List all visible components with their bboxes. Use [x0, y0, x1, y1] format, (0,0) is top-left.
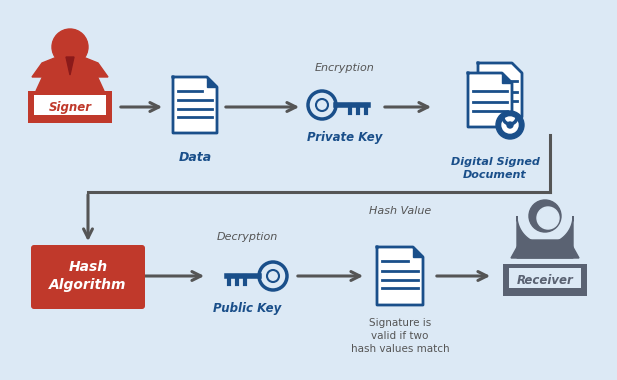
Text: Hash
Algorithm: Hash Algorithm — [49, 260, 126, 292]
Circle shape — [507, 122, 513, 128]
Circle shape — [52, 29, 88, 65]
Text: Private Key: Private Key — [307, 131, 383, 144]
Circle shape — [529, 200, 561, 232]
Circle shape — [267, 270, 279, 282]
Circle shape — [316, 99, 328, 111]
Polygon shape — [32, 55, 108, 77]
Text: Receiver: Receiver — [516, 274, 573, 287]
Polygon shape — [36, 65, 104, 91]
Circle shape — [537, 207, 559, 229]
Polygon shape — [173, 77, 217, 133]
FancyBboxPatch shape — [503, 264, 587, 288]
Polygon shape — [511, 240, 579, 258]
Polygon shape — [468, 73, 512, 127]
Text: Public Key: Public Key — [213, 302, 281, 315]
Text: Hash Value: Hash Value — [369, 206, 431, 216]
FancyBboxPatch shape — [503, 288, 587, 296]
Text: Data: Data — [178, 151, 212, 164]
Text: Encryption: Encryption — [315, 63, 375, 73]
FancyBboxPatch shape — [28, 115, 112, 123]
Circle shape — [496, 111, 524, 139]
FancyBboxPatch shape — [34, 95, 106, 115]
FancyBboxPatch shape — [31, 245, 145, 309]
Polygon shape — [517, 216, 573, 258]
Text: Decryption: Decryption — [217, 232, 278, 242]
Circle shape — [502, 117, 518, 133]
Polygon shape — [207, 77, 217, 87]
Polygon shape — [377, 247, 423, 305]
Polygon shape — [66, 57, 74, 75]
Text: Digital Signed
Document: Digital Signed Document — [450, 157, 539, 180]
Polygon shape — [478, 63, 522, 117]
Polygon shape — [502, 73, 512, 83]
Polygon shape — [413, 247, 423, 257]
FancyBboxPatch shape — [509, 268, 581, 288]
Circle shape — [308, 91, 336, 119]
Text: Signer: Signer — [49, 100, 91, 114]
Text: Signature is
valid if two
hash values match: Signature is valid if two hash values ma… — [350, 318, 449, 355]
FancyBboxPatch shape — [28, 91, 112, 115]
Circle shape — [259, 262, 287, 290]
